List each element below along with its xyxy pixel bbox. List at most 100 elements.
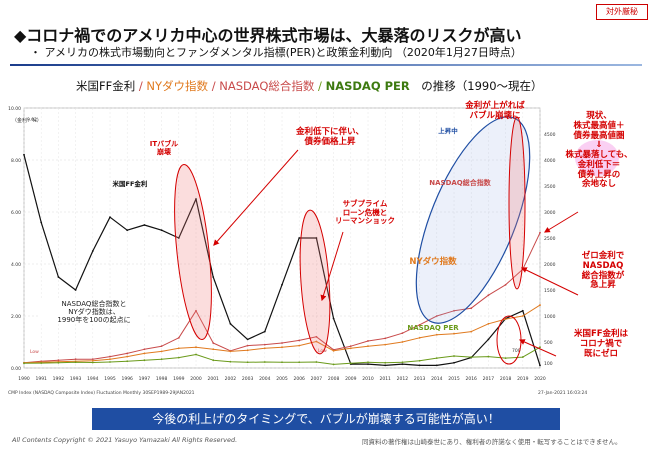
series-nasdaq-point bbox=[298, 339, 301, 342]
y-right-tick-label: 500 bbox=[544, 340, 553, 346]
legend-suffix: の推移（1990～現在） bbox=[421, 79, 543, 93]
annotation-nasdaq-label: NASDAQ総合指数 bbox=[429, 179, 491, 187]
annotation-it-bubble: ITバブル 崩壊 bbox=[149, 140, 179, 157]
x-tick-label: 1996 bbox=[121, 376, 133, 382]
y-right-tick-label: 3500 bbox=[544, 184, 556, 190]
arrow-rate-drop bbox=[213, 149, 299, 246]
x-tick-label: 2000 bbox=[190, 376, 202, 382]
series-per-point bbox=[504, 357, 507, 360]
x-tick-label: 2017 bbox=[483, 376, 495, 382]
conclusion-banner: 今後の利上げのタイミングで、バブルが崩壊する可能性が高い！ bbox=[92, 408, 560, 430]
data-label-per-end: 700 bbox=[512, 348, 521, 354]
series-nasdaq-point bbox=[126, 352, 129, 355]
x-tick-label: 2016 bbox=[465, 376, 477, 382]
series-nydow-point bbox=[143, 352, 146, 355]
annotation-ff-zero: 米国FF金利は コロナ禍で 既にゼロ bbox=[573, 329, 629, 359]
series-ff-point bbox=[126, 229, 129, 232]
series-per-point bbox=[332, 363, 335, 366]
series-nasdaq-point bbox=[212, 342, 215, 344]
series-nasdaq-point bbox=[384, 337, 387, 340]
y-left-tick-label: 6.00 bbox=[11, 210, 21, 216]
x-tick-label: 2015 bbox=[448, 376, 460, 382]
series-nydow-point bbox=[487, 322, 490, 325]
series-nasdaq-point bbox=[418, 323, 421, 326]
x-tick-label: 1992 bbox=[53, 376, 65, 382]
x-tick-label: 2012 bbox=[397, 376, 409, 382]
series-nasdaq-point bbox=[160, 345, 163, 348]
series-ff-point bbox=[384, 364, 387, 367]
series-ff-point bbox=[332, 317, 335, 320]
series-nasdaq-point bbox=[91, 358, 94, 361]
x-tick-label: 2001 bbox=[207, 376, 219, 382]
series-per-point bbox=[212, 359, 215, 362]
series-nydow-point bbox=[315, 340, 318, 343]
data-label-low: Low bbox=[30, 349, 39, 355]
series-ff-point bbox=[418, 364, 421, 367]
annotation-per-label: NASDAQ PER bbox=[407, 324, 459, 332]
series-nydow-point bbox=[91, 359, 94, 362]
series-ff-point bbox=[298, 237, 301, 239]
series-nasdaq-point bbox=[246, 344, 249, 347]
x-tick-label: 1999 bbox=[173, 376, 185, 382]
annotation-rate-drop: 金利低下に伴い、 債券価格上昇 bbox=[295, 127, 364, 147]
confidential-badge: 対外厳秘 bbox=[596, 4, 648, 20]
x-tick-label: 2004 bbox=[259, 376, 271, 382]
series-per-point bbox=[23, 362, 25, 365]
highlight-rising bbox=[415, 116, 531, 324]
series-nydow-point bbox=[109, 358, 111, 361]
series-nasdaq-point bbox=[435, 315, 438, 317]
series-nydow-point bbox=[126, 355, 129, 358]
series-ff-point bbox=[453, 361, 455, 364]
page-title: ◆コロナ禍でのアメリカ中心の世界株式市場は、大暴落のリスクが高い bbox=[14, 26, 522, 45]
series-per-point bbox=[263, 361, 266, 363]
legend-per: NASDAQ PER bbox=[325, 79, 410, 93]
series-nasdaq-point bbox=[57, 359, 60, 362]
highlight-current-peak bbox=[508, 116, 526, 290]
series-ff-point bbox=[435, 364, 438, 367]
x-tick-label: 2007 bbox=[311, 376, 323, 382]
series-per-point bbox=[91, 361, 94, 364]
annotation-subprime: サブプライム ローン危機と リーマンショック bbox=[335, 199, 395, 226]
series-nydow-point bbox=[349, 347, 352, 350]
x-tick-label: 1998 bbox=[156, 376, 168, 382]
x-tick-label: 2005 bbox=[276, 376, 288, 382]
chart-source: CMP Index (NASDAQ Composite Index) Fluct… bbox=[8, 391, 195, 396]
series-per-point bbox=[367, 361, 369, 364]
x-tick-label: 1991 bbox=[35, 376, 47, 382]
series-per-point bbox=[195, 353, 197, 356]
legend-ff: 米国FF金利 bbox=[76, 79, 136, 93]
series-nasdaq-point bbox=[349, 345, 352, 348]
series-nydow-point bbox=[229, 350, 232, 353]
series-nydow-point bbox=[281, 346, 283, 349]
annotation-nydow-label: NYダウ指数 bbox=[409, 257, 457, 267]
series-nasdaq-point bbox=[74, 358, 77, 361]
x-tick-label: 2013 bbox=[414, 376, 426, 382]
series-nydow-point bbox=[418, 336, 421, 339]
series-per-point bbox=[539, 346, 541, 349]
y-left-tick-label: 4.00 bbox=[11, 262, 21, 268]
series-ff-point bbox=[212, 276, 215, 278]
series-nydow-point bbox=[539, 304, 541, 306]
y-right-tick-label: 3000 bbox=[544, 210, 556, 216]
series-per-point bbox=[229, 360, 232, 363]
series-nydow-point bbox=[332, 349, 335, 352]
series-nasdaq-point bbox=[109, 355, 111, 358]
series-nydow-point bbox=[470, 330, 473, 333]
series-per-point bbox=[418, 359, 421, 362]
y-left-axis-label: （金利：%） bbox=[12, 117, 42, 124]
series-nydow-point bbox=[504, 318, 507, 321]
series-ff-point bbox=[91, 250, 94, 252]
series-ff-point bbox=[401, 363, 404, 365]
series-nasdaq-point bbox=[177, 336, 180, 339]
legend-nydow: NYダウ指数 bbox=[146, 79, 209, 93]
legend-sep-2: / bbox=[208, 79, 220, 93]
arrow-ff-zero bbox=[518, 339, 557, 357]
series-nasdaq-point bbox=[367, 340, 369, 342]
series-nasdaq-point bbox=[504, 283, 507, 286]
highlight-subprime bbox=[299, 209, 331, 355]
series-per-point bbox=[143, 359, 146, 362]
series-nasdaq-point bbox=[470, 307, 473, 310]
series-nydow-point bbox=[367, 345, 369, 348]
arrow-current bbox=[543, 211, 579, 233]
series-nydow-point bbox=[521, 315, 524, 317]
